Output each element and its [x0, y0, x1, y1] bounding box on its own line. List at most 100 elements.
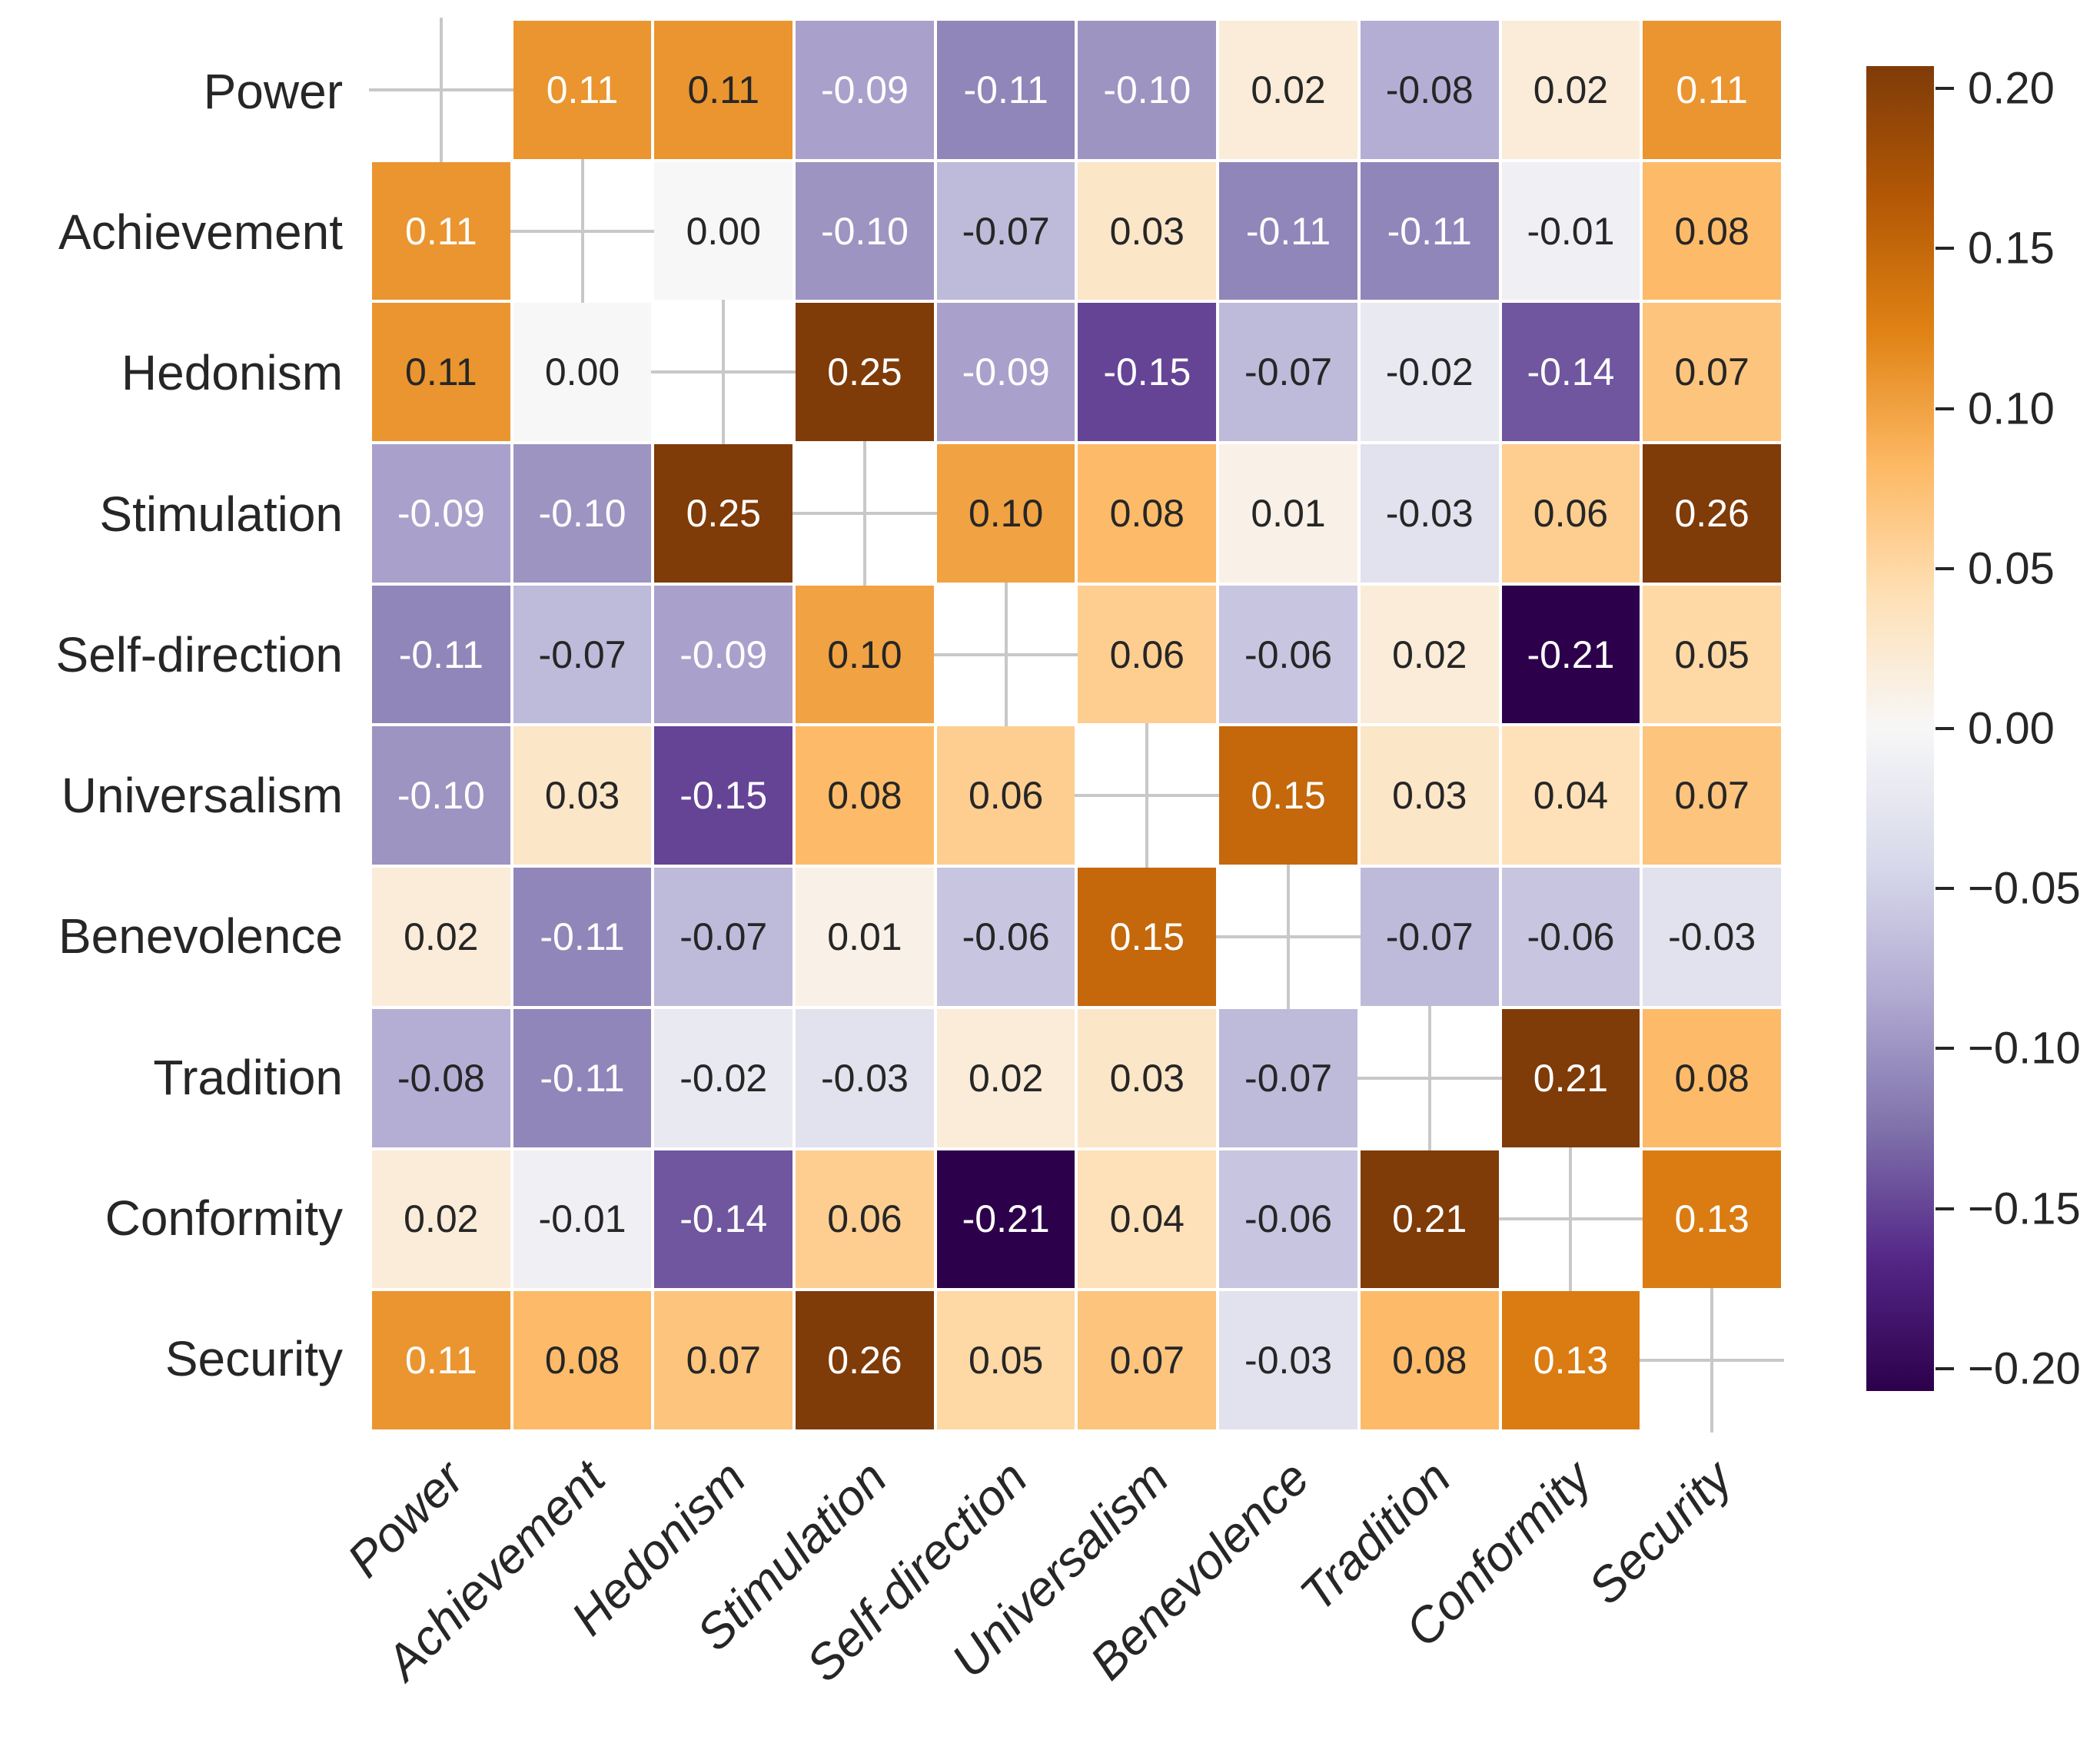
- cell-annotation: -0.02: [1385, 350, 1474, 394]
- cell-annotation: -0.09: [397, 491, 485, 535]
- y-tick-label: Hedonism: [121, 345, 343, 401]
- cell-annotation: -0.11: [540, 915, 625, 959]
- heatmap-cell: 0.21: [1360, 1150, 1499, 1289]
- cell-annotation: -0.10: [538, 491, 626, 535]
- cell-annotation: 0.07: [1674, 774, 1749, 818]
- cell-annotation: -0.21: [1527, 632, 1615, 676]
- heatmap-cell: 0.13: [1643, 1150, 1781, 1289]
- heatmap-diagonal-cell: [933, 582, 1078, 727]
- cell-annotation: -0.15: [680, 774, 768, 818]
- heatmap-cell: 0.02: [1501, 21, 1640, 159]
- colorbar-tick-label: 0.00: [1968, 703, 2055, 754]
- heatmap-cell: -0.02: [654, 1008, 793, 1147]
- cell-annotation: -0.02: [680, 1056, 768, 1100]
- y-tick-label: Conformity: [105, 1190, 343, 1247]
- colorbar-tick-mark: [1936, 887, 1954, 891]
- heatmap-cell: 0.26: [1643, 444, 1781, 583]
- cell-annotation: -0.15: [1103, 350, 1191, 394]
- heatmap-cell: 0.08: [1078, 444, 1217, 583]
- heatmap-cell: -0.09: [796, 21, 934, 159]
- cell-annotation: 0.04: [1109, 1197, 1185, 1241]
- heatmap-cell: -0.08: [1360, 21, 1499, 159]
- cell-annotation: 0.02: [1251, 68, 1326, 111]
- heatmap-cell: 0.03: [513, 726, 652, 865]
- heatmap-cell: -0.11: [513, 1008, 652, 1147]
- heatmap-cell: 0.00: [513, 303, 652, 442]
- heatmap-cell: 0.02: [372, 1150, 510, 1289]
- cell-annotation: 0.08: [1674, 1056, 1749, 1100]
- cell-annotation: 0.26: [827, 1339, 902, 1383]
- colorbar-tick-label: −0.20: [1968, 1343, 2081, 1394]
- y-tick-label: Benevolence: [58, 908, 343, 964]
- heatmap-cell: -0.07: [1219, 1008, 1357, 1147]
- y-tick-label: Achievement: [58, 204, 343, 260]
- cell-annotation: 0.10: [827, 632, 902, 676]
- heatmap-cell: -0.07: [654, 868, 793, 1006]
- heatmap-cell: 0.11: [372, 1291, 510, 1429]
- cell-annotation: -0.07: [538, 632, 626, 676]
- heatmap-cell: 0.08: [513, 1291, 652, 1429]
- heatmap-cell: 0.10: [796, 585, 934, 724]
- cell-annotation: -0.09: [962, 350, 1050, 394]
- cell-annotation: 0.11: [1676, 68, 1748, 111]
- cell-annotation: 0.06: [968, 774, 1044, 818]
- heatmap-cell: 0.07: [1078, 1291, 1217, 1429]
- heatmap-cell: -0.06: [1219, 585, 1357, 724]
- heatmap-cell: -0.01: [513, 1150, 652, 1289]
- colorbar-tick-label: 0.15: [1968, 223, 2055, 274]
- cell-annotation: -0.14: [680, 1197, 768, 1241]
- cell-annotation: -0.03: [820, 1056, 909, 1100]
- cell-annotation: -0.08: [1385, 68, 1474, 111]
- heatmap-cell: 0.15: [1219, 726, 1357, 865]
- gridline-vertical: [1004, 582, 1008, 727]
- gridline-vertical: [1145, 723, 1149, 868]
- cell-annotation: 0.06: [1109, 632, 1185, 676]
- heatmap-cell: -0.09: [372, 444, 510, 583]
- heatmap-cell: -0.03: [796, 1008, 934, 1147]
- y-tick-label: Tradition: [153, 1049, 343, 1105]
- cell-annotation: 0.08: [544, 1339, 620, 1383]
- cell-annotation: 0.06: [1533, 491, 1609, 535]
- colorbar-tick-label: 0.20: [1968, 63, 2055, 114]
- heatmap-cell: -0.06: [936, 868, 1075, 1006]
- cell-annotation: -0.10: [820, 209, 909, 253]
- cell-annotation: -0.01: [538, 1197, 626, 1241]
- gridline-vertical: [722, 300, 726, 445]
- heatmap-grid: 0.11 0.11 -0.09 -0.11 -0.10 0.02 -0.08 0.02 0.11…: [369, 18, 1784, 1433]
- heatmap-diagonal-cell: [1498, 1147, 1643, 1292]
- heatmap-cell: -0.06: [1219, 1150, 1357, 1289]
- y-tick-label: Self-direction: [55, 626, 344, 682]
- heatmap-cell: 0.07: [654, 1291, 793, 1429]
- heatmap-cell: 0.06: [936, 726, 1075, 865]
- heatmap-cell: 0.02: [1360, 585, 1499, 724]
- cell-annotation: -0.03: [1244, 1339, 1333, 1383]
- heatmap-diagonal-cell: [1075, 723, 1220, 868]
- y-tick-label: Stimulation: [99, 486, 343, 542]
- heatmap-cell: 0.05: [936, 1291, 1075, 1429]
- colorbar-tick-label: 0.05: [1968, 543, 2055, 594]
- cell-annotation: -0.09: [680, 632, 768, 676]
- heatmap-cell: 0.03: [1360, 726, 1499, 865]
- colorbar-tick-mark: [1936, 247, 1954, 251]
- heatmap-cell: -0.21: [1501, 585, 1640, 724]
- gridline-vertical: [1427, 1005, 1431, 1150]
- cell-annotation: 0.10: [968, 491, 1044, 535]
- cell-annotation: 0.25: [686, 491, 761, 535]
- heatmap-cell: 0.05: [1643, 585, 1781, 724]
- cell-annotation: -0.11: [1387, 209, 1472, 253]
- heatmap-cell: -0.11: [513, 868, 652, 1006]
- cell-annotation: 0.02: [1533, 68, 1609, 111]
- cell-annotation: -0.11: [963, 68, 1048, 111]
- cell-annotation: -0.21: [962, 1197, 1050, 1241]
- cell-annotation: -0.10: [1103, 68, 1191, 111]
- heatmap-cell: 0.02: [1219, 21, 1357, 159]
- heatmap-cell: 0.03: [1078, 1008, 1217, 1147]
- y-tick-label: Security: [164, 1331, 343, 1387]
- cell-annotation: 0.08: [1674, 209, 1749, 253]
- gridline-vertical: [439, 18, 443, 162]
- heatmap-cell: -0.21: [936, 1150, 1075, 1289]
- heatmap-cell: -0.09: [936, 303, 1075, 442]
- colorbar-tick-mark: [1936, 727, 1954, 730]
- cell-annotation: 0.15: [1251, 774, 1326, 818]
